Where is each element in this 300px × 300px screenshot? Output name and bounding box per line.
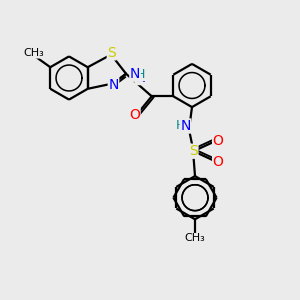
- Text: O: O: [129, 108, 140, 122]
- Text: H: H: [136, 68, 145, 81]
- Text: N: N: [108, 78, 119, 92]
- Text: O: O: [213, 134, 224, 148]
- Text: O: O: [213, 155, 224, 169]
- Text: S: S: [189, 144, 198, 158]
- Text: N: N: [180, 119, 190, 133]
- Text: N: N: [130, 67, 140, 81]
- Text: H: H: [136, 71, 145, 84]
- Text: S: S: [107, 46, 116, 60]
- Text: N: N: [135, 70, 146, 85]
- Text: H: H: [176, 119, 185, 133]
- Text: CH₃: CH₃: [184, 233, 206, 244]
- Text: CH₃: CH₃: [24, 48, 44, 58]
